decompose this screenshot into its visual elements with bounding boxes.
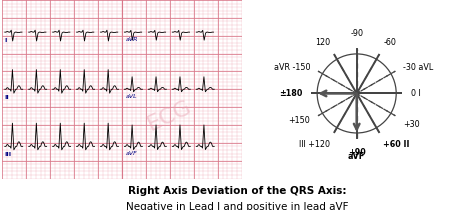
Text: +30: +30 [403,120,420,129]
Text: aVF: aVF [126,151,137,156]
Text: 120: 120 [315,38,330,47]
Text: Right Axis Deviation of the QRS Axis:: Right Axis Deviation of the QRS Axis: [128,186,346,196]
Text: +60 II: +60 II [383,140,410,149]
Text: aVF: aVF [348,152,365,161]
Text: 0 I: 0 I [411,89,420,98]
Text: -60: -60 [383,38,396,47]
Text: aVL: aVL [126,94,137,99]
Text: Negative in Lead I and positive in lead aVF: Negative in Lead I and positive in lead … [126,202,348,210]
Text: III: III [4,152,11,157]
Text: II: II [4,95,9,100]
Text: aVR -150: aVR -150 [273,63,310,72]
Text: I: I [4,38,7,43]
Text: ±180: ±180 [279,89,302,98]
Text: +90: +90 [348,148,365,157]
Text: -90: -90 [350,29,363,38]
Text: aVR: aVR [126,37,138,42]
Text: -30 aVL: -30 aVL [403,63,434,72]
Text: III +120: III +120 [299,140,330,149]
Text: ECG: ECG [145,97,195,135]
Text: +150: +150 [288,116,310,125]
